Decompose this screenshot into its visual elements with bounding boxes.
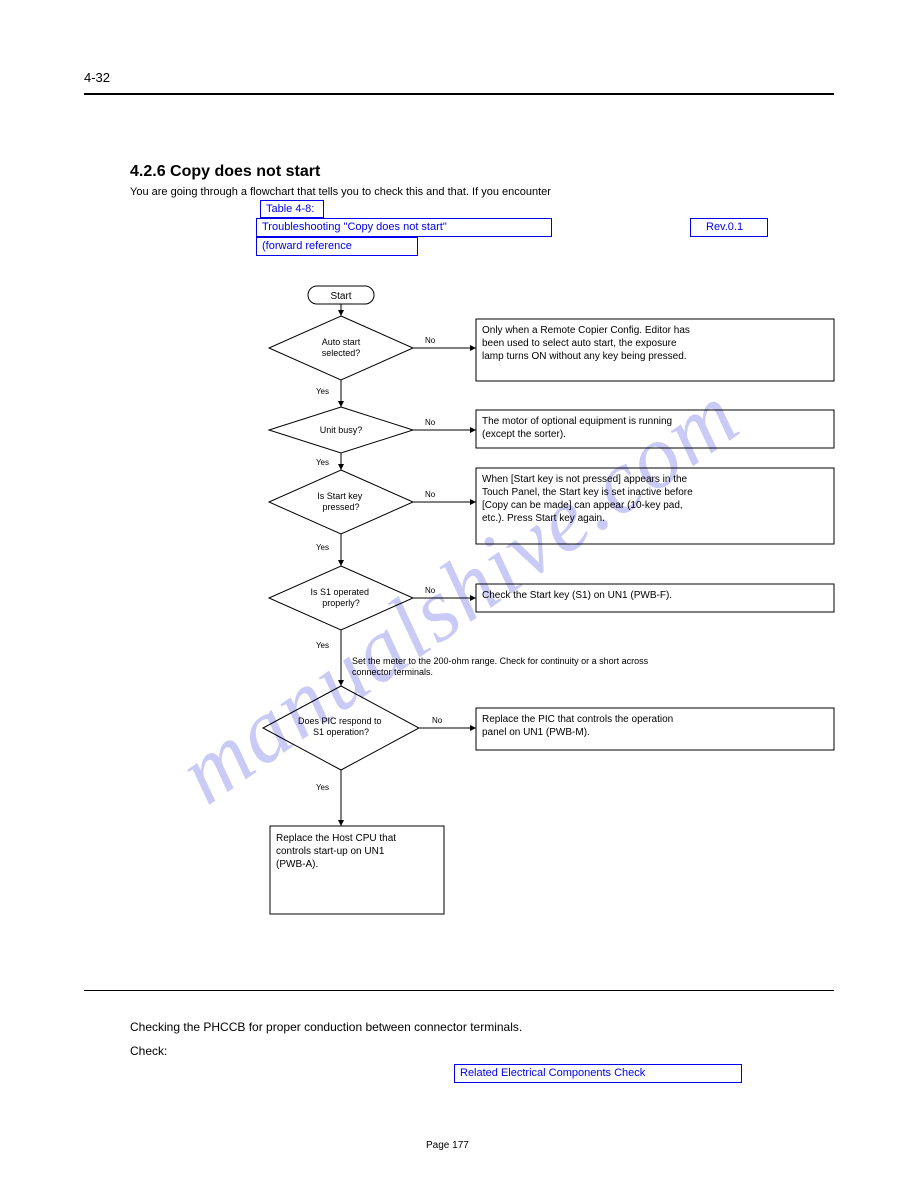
svg-text:No: No [425,418,436,427]
page-root: manualshive.com 4-32 4.2.6 Copy does not… [0,0,918,1188]
svg-text:Yes: Yes [316,543,329,552]
result-box-2: When [Start key is not pressed] appears … [482,473,828,525]
svg-text:Yes: Yes [316,458,329,467]
result-box-3: Check the Start key (S1) on UN1 (PWB-F). [482,589,828,602]
svg-text:Auto startselected?: Auto startselected? [322,337,361,358]
final-l1: Replace the Host CPU that [276,833,396,844]
svg-text:No: No [432,716,443,725]
result-box-1: The motor of optional equipment is runni… [482,415,828,441]
final-l3: (PWB-A). [276,859,318,870]
svg-text:Yes: Yes [316,641,329,650]
svg-text:No: No [425,490,436,499]
link-related-check-text[interactable]: Related Electrical Components Check [460,1067,645,1080]
svg-text:No: No [425,336,436,345]
final-l2: controls start-up on UN1 [276,846,384,857]
svg-text:Does PIC respond to S1 o: Does PIC respond to S1 operation? [298,716,384,737]
start-label: Start [330,291,351,302]
footer-line-1: Checking the PHCCB for proper conduction… [130,1020,522,1034]
footer-rule [84,990,834,991]
s3-hint: Set the meter to the 200-ohm range. Chec… [352,656,652,678]
result-box-0: Only when a Remote Copier Config. Editor… [482,324,828,363]
final-box-text: Replace the Host CPU that controls start… [276,832,438,871]
footer-line-2: Check: [130,1044,167,1058]
d2-label: Unit busy? [320,425,363,435]
svg-text:Is S1 operated properly?: Is S1 operated properly? [310,587,371,608]
svg-text:No: No [425,586,436,595]
footer-page-number: Page 177 [426,1140,469,1152]
svg-text:Yes: Yes [316,783,329,792]
result-box-4: Replace the PIC that controls the operat… [482,713,828,739]
svg-text:Is Start key pressed?: Is Start key pressed? [317,491,365,512]
svg-text:Yes: Yes [316,387,329,396]
